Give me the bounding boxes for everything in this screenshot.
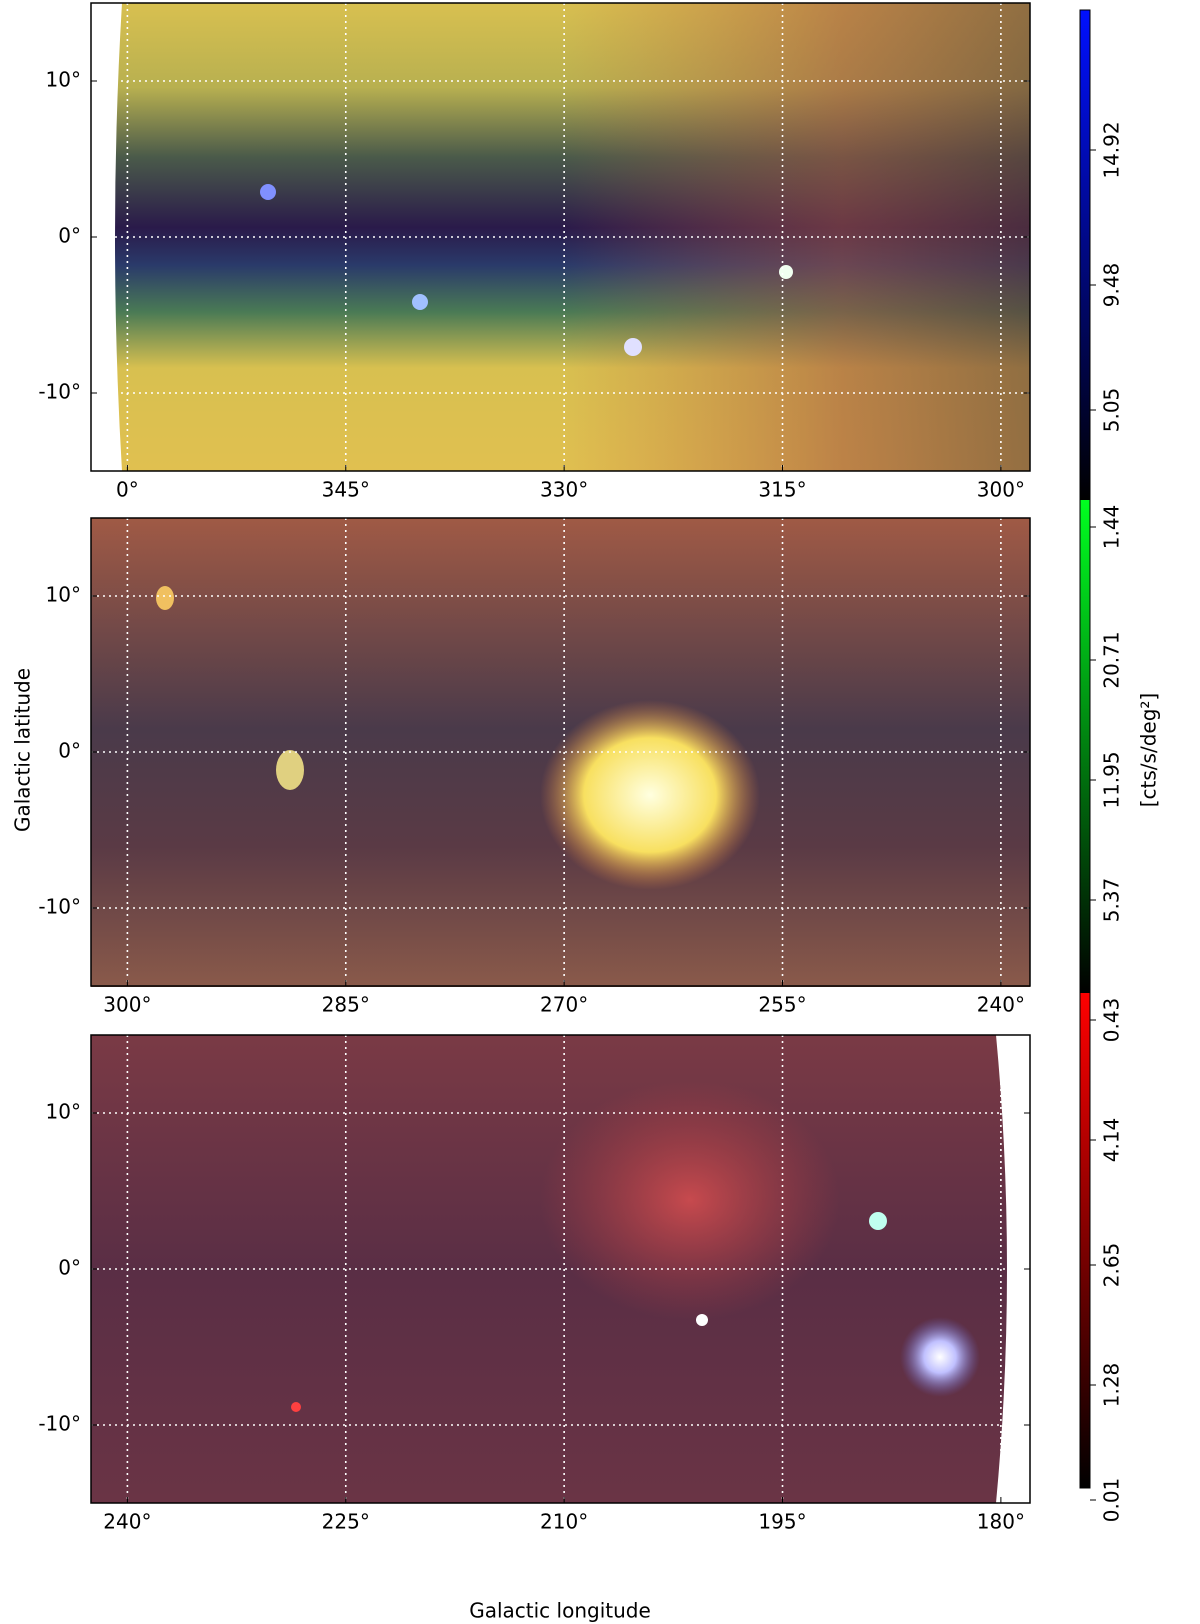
x-tick-label: 225°	[322, 1510, 370, 1534]
x-tick-label: 285°	[322, 993, 370, 1017]
colorbar	[1079, 9, 1091, 1489]
y-tick-label: -10°	[38, 380, 81, 404]
x-tick-label: 300°	[977, 478, 1025, 502]
y-tick-label: 10°	[46, 583, 81, 607]
x-tick-label: 270°	[540, 993, 588, 1017]
x-tick-label: 180°	[977, 1510, 1025, 1534]
panel-frame	[90, 517, 1031, 987]
y-tick-label: 10°	[46, 68, 81, 92]
colorbar-tick-label: 2.65	[1100, 1243, 1124, 1288]
colorbar-tick-label: 20.71	[1100, 631, 1124, 688]
colorbar-tick-label: 9.48	[1100, 263, 1124, 308]
y-tick-label: 0°	[58, 739, 81, 763]
y-tick-label: 10°	[46, 1100, 81, 1124]
colorbar-tick-label: 5.05	[1100, 388, 1124, 433]
x-tick-label: 210°	[540, 1510, 588, 1534]
colorbar-tick-label: 14.92	[1100, 121, 1124, 178]
x-tick-label: 345°	[322, 478, 370, 502]
x-tick-label: 255°	[758, 993, 806, 1017]
x-tick-label: 0°	[116, 478, 139, 502]
colorbar-tick-label: 0.43	[1100, 998, 1124, 1043]
x-tick-label: 330°	[540, 478, 588, 502]
x-tick-label: 240°	[103, 1510, 151, 1534]
panel-frame	[90, 2, 1031, 472]
colorbar-tick-label: 1.28	[1100, 1363, 1124, 1408]
colorbar-tick-label: 5.37	[1100, 878, 1124, 923]
y-tick-label: 0°	[58, 224, 81, 248]
colorbar-tick-label: 1.44	[1100, 505, 1124, 550]
colorbar-tick-label: 4.14	[1100, 1118, 1124, 1163]
y-axis-label: Galactic latitude	[11, 668, 35, 832]
y-tick-label: 0°	[58, 1256, 81, 1280]
x-axis-label: Galactic longitude	[469, 1599, 651, 1623]
colorbar-label: [cts/s/deg²]	[1137, 693, 1161, 807]
colorbar-tick-label: 0.01	[1100, 1478, 1124, 1523]
panel-frame	[90, 1034, 1031, 1504]
colorbar-tick-label: 11.95	[1100, 751, 1124, 808]
y-tick-label: -10°	[38, 1412, 81, 1436]
x-tick-label: 315°	[758, 478, 806, 502]
x-tick-label: 300°	[103, 993, 151, 1017]
x-tick-label: 240°	[977, 993, 1025, 1017]
y-tick-label: -10°	[38, 895, 81, 919]
x-tick-label: 195°	[758, 1510, 806, 1534]
